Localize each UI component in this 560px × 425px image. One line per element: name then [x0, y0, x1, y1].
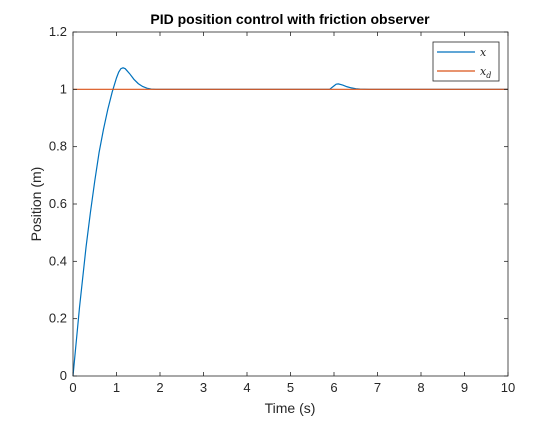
x-tick-label: 9: [461, 380, 468, 395]
x-tick-label: 7: [374, 380, 381, 395]
axes-layer: 0 1 2 3 4 5 6 7 8 9 10 0 0.2 0.4 0.6 0.8 1 1.2: [49, 24, 515, 395]
x-tick-label: 1: [113, 380, 120, 395]
x-tick-label: 10: [501, 380, 515, 395]
series-line-x: [72, 67, 508, 377]
y-tick-label: 0: [60, 368, 67, 383]
x-tick-label: 8: [417, 380, 424, 395]
x-tick-label: 2: [156, 380, 163, 395]
legend-label: x: [480, 46, 487, 59]
x-tick-label: 3: [200, 380, 207, 395]
x-tick-label: 6: [330, 380, 337, 395]
x-tick-label: 4: [243, 380, 250, 395]
y-tick-label: 0.6: [49, 196, 67, 211]
legend: x xd: [432, 41, 500, 82]
y-tick-label: 1.2: [49, 24, 67, 39]
x-tick-label: 0: [69, 380, 76, 395]
x-axis-label: Time (s): [265, 400, 316, 416]
legend-box: [432, 41, 500, 82]
x-tick-label: 5: [287, 380, 294, 395]
y-axis-label: Position (m): [28, 167, 44, 242]
legend-label: xd: [480, 65, 491, 80]
y-tick-label: 0.8: [49, 139, 67, 154]
y-tick-label: 0.2: [49, 311, 67, 326]
y-tick-label: 0.4: [49, 253, 67, 268]
y-tick-label: 1: [60, 81, 67, 96]
series-layer: [72, 67, 508, 377]
chart-title: PID position control with friction obser…: [150, 11, 430, 27]
